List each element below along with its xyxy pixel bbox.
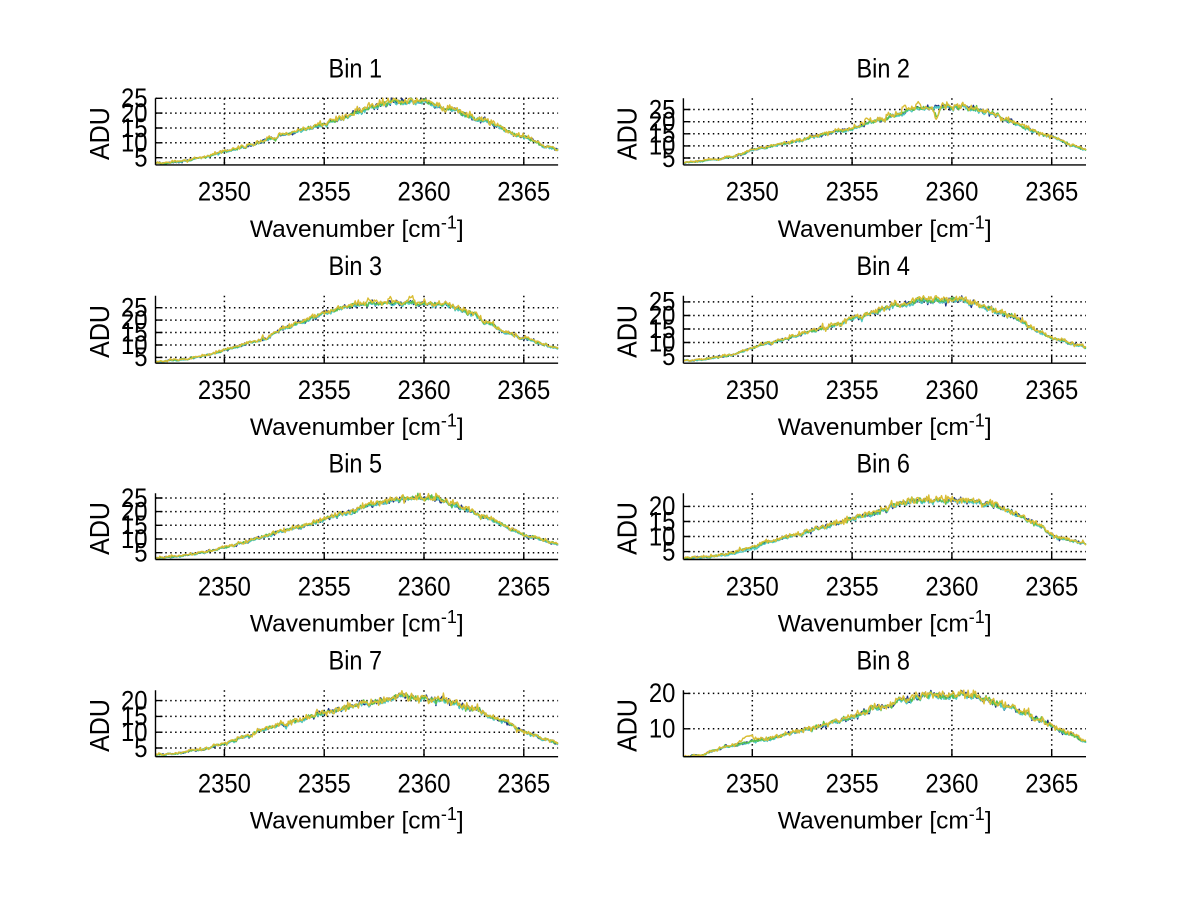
svg-text:5: 5 — [134, 143, 147, 172]
svg-text:20: 20 — [649, 301, 676, 330]
svg-text:15: 15 — [649, 507, 676, 536]
svg-text:Bin 5: Bin 5 — [329, 449, 383, 479]
svg-text:ADU: ADU — [84, 107, 115, 160]
svg-text:2360: 2360 — [925, 376, 978, 405]
svg-text:Wavenumber [cm-1]: Wavenumber [cm-1] — [778, 804, 992, 835]
svg-text:2365: 2365 — [497, 572, 550, 601]
svg-text:5: 5 — [134, 538, 147, 567]
svg-text:Wavenumber [cm-1]: Wavenumber [cm-1] — [250, 804, 464, 835]
svg-text:Bin 3: Bin 3 — [329, 251, 383, 281]
svg-text:ADU: ADU — [612, 699, 643, 752]
svg-text:10: 10 — [649, 714, 676, 743]
svg-text:10: 10 — [649, 522, 676, 551]
svg-text:ADU: ADU — [612, 502, 643, 555]
svg-text:25: 25 — [121, 84, 148, 113]
svg-text:Wavenumber [cm-1]: Wavenumber [cm-1] — [778, 411, 992, 442]
svg-text:Wavenumber [cm-1]: Wavenumber [cm-1] — [250, 411, 464, 442]
svg-text:15: 15 — [121, 114, 148, 143]
svg-text:25: 25 — [121, 293, 148, 322]
svg-text:2360: 2360 — [397, 572, 450, 601]
svg-text:2360: 2360 — [925, 769, 978, 798]
svg-text:Bin 1: Bin 1 — [329, 54, 383, 84]
svg-text:20: 20 — [649, 679, 676, 708]
svg-text:10: 10 — [649, 132, 676, 161]
svg-text:25: 25 — [121, 484, 148, 513]
svg-text:ADU: ADU — [84, 699, 115, 752]
svg-text:Wavenumber [cm-1]: Wavenumber [cm-1] — [250, 607, 464, 638]
svg-text:ADU: ADU — [84, 305, 115, 358]
svg-text:2365: 2365 — [497, 178, 550, 207]
svg-text:20: 20 — [649, 107, 676, 136]
svg-text:15: 15 — [649, 315, 676, 344]
svg-text:Bin 4: Bin 4 — [856, 251, 910, 281]
svg-text:2350: 2350 — [198, 572, 251, 601]
svg-text:2350: 2350 — [198, 769, 251, 798]
svg-text:2355: 2355 — [826, 572, 879, 601]
svg-text:10: 10 — [121, 128, 148, 157]
svg-text:Wavenumber [cm-1]: Wavenumber [cm-1] — [778, 212, 992, 243]
svg-text:15: 15 — [121, 318, 148, 347]
svg-text:2355: 2355 — [298, 178, 351, 207]
svg-text:5: 5 — [134, 734, 147, 763]
svg-text:2350: 2350 — [726, 178, 779, 207]
svg-text:2355: 2355 — [298, 376, 351, 405]
svg-text:2365: 2365 — [1025, 178, 1078, 207]
svg-text:Wavenumber [cm-1]: Wavenumber [cm-1] — [250, 212, 464, 243]
svg-text:2350: 2350 — [726, 376, 779, 405]
svg-text:10: 10 — [649, 328, 676, 357]
svg-text:2350: 2350 — [198, 376, 251, 405]
svg-text:2365: 2365 — [1025, 572, 1078, 601]
svg-text:Bin 2: Bin 2 — [856, 54, 910, 84]
svg-text:20: 20 — [121, 306, 148, 335]
svg-text:15: 15 — [649, 119, 676, 148]
svg-text:15: 15 — [121, 702, 148, 731]
svg-text:10: 10 — [121, 331, 148, 360]
svg-text:2355: 2355 — [826, 769, 879, 798]
svg-text:2350: 2350 — [198, 178, 251, 207]
svg-text:10: 10 — [121, 718, 148, 747]
svg-text:2355: 2355 — [826, 376, 879, 405]
svg-text:2365: 2365 — [1025, 376, 1078, 405]
svg-text:20: 20 — [121, 686, 148, 715]
svg-text:ADU: ADU — [84, 502, 115, 555]
svg-text:2365: 2365 — [497, 376, 550, 405]
svg-text:15: 15 — [121, 511, 148, 540]
svg-text:2355: 2355 — [826, 178, 879, 207]
svg-text:Bin 6: Bin 6 — [856, 449, 910, 479]
svg-text:2365: 2365 — [1025, 769, 1078, 798]
svg-text:20: 20 — [121, 99, 148, 128]
svg-text:ADU: ADU — [612, 107, 643, 160]
svg-text:5: 5 — [134, 343, 147, 372]
svg-text:2360: 2360 — [925, 178, 978, 207]
svg-text:5: 5 — [662, 144, 675, 173]
svg-text:20: 20 — [121, 497, 148, 526]
svg-text:2355: 2355 — [298, 769, 351, 798]
svg-text:5: 5 — [662, 342, 675, 371]
svg-text:2350: 2350 — [726, 572, 779, 601]
svg-text:5: 5 — [662, 537, 675, 566]
svg-text:2365: 2365 — [497, 769, 550, 798]
svg-text:25: 25 — [649, 288, 676, 317]
svg-text:2360: 2360 — [397, 178, 450, 207]
svg-text:2360: 2360 — [397, 376, 450, 405]
svg-text:20: 20 — [649, 492, 676, 521]
svg-text:2350: 2350 — [726, 769, 779, 798]
svg-text:10: 10 — [121, 525, 148, 554]
svg-text:25: 25 — [649, 95, 676, 124]
svg-text:Wavenumber [cm-1]: Wavenumber [cm-1] — [778, 607, 992, 638]
svg-text:2360: 2360 — [397, 769, 450, 798]
svg-text:2355: 2355 — [298, 572, 351, 601]
svg-text:Bin 7: Bin 7 — [329, 646, 383, 676]
svg-text:2360: 2360 — [925, 572, 978, 601]
svg-text:Bin 8: Bin 8 — [856, 646, 910, 676]
svg-text:ADU: ADU — [612, 305, 643, 358]
